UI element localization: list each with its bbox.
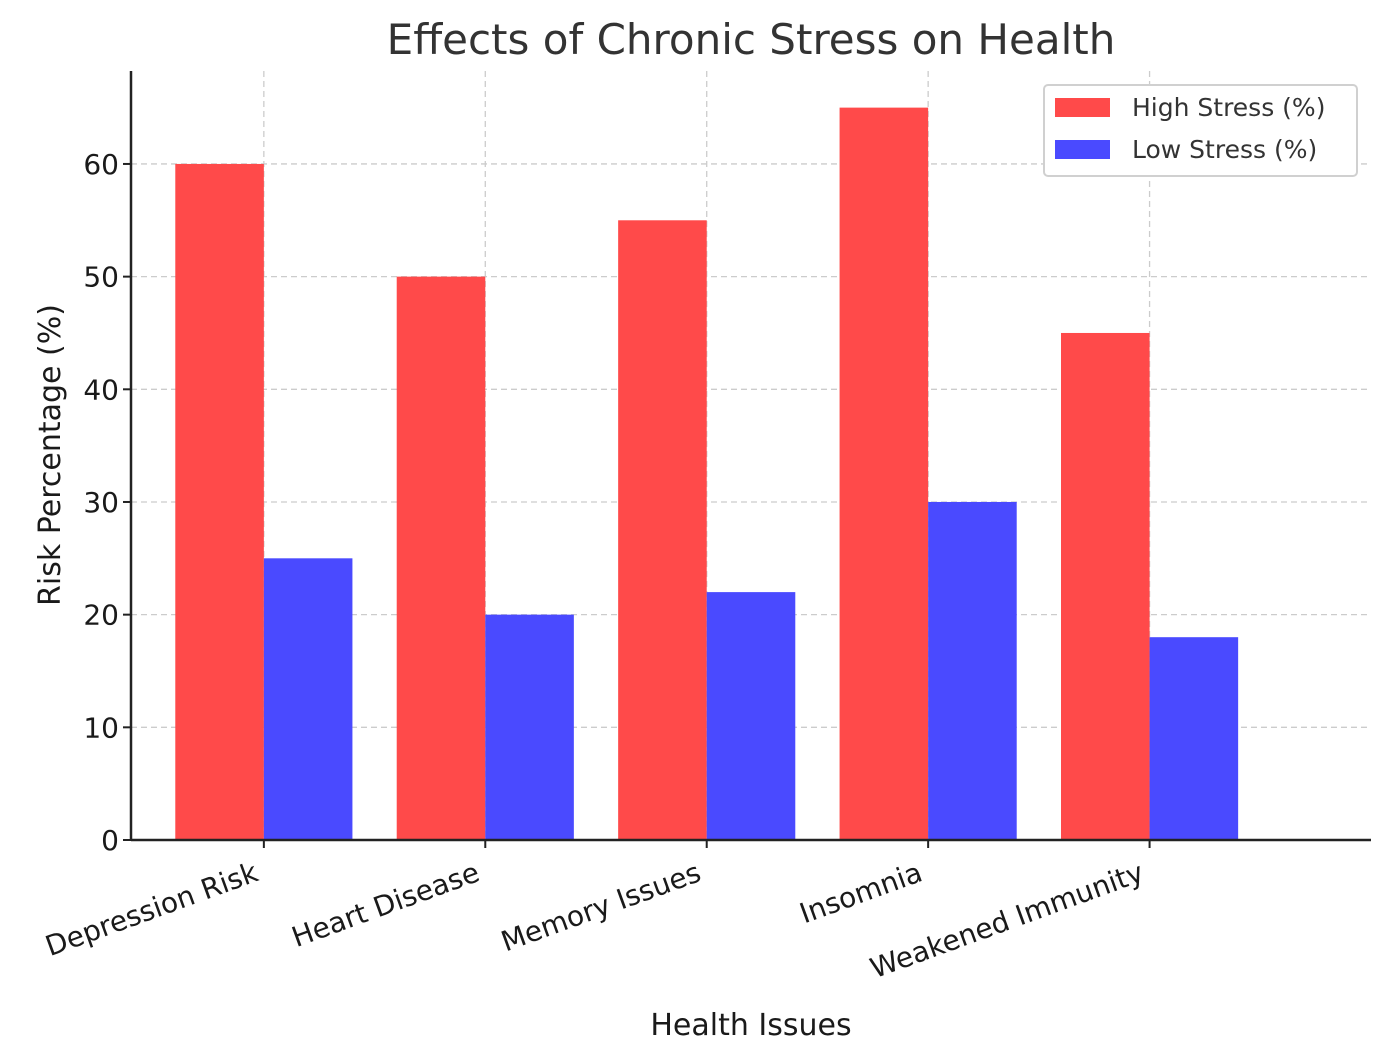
- bar-high-stress-memory-issues: [618, 220, 707, 841]
- y-tick-label: 50: [83, 261, 119, 294]
- bars: [175, 107, 1239, 841]
- x-tick-label: Heart Disease: [287, 856, 483, 954]
- y-tick-label: 30: [83, 486, 119, 519]
- y-tick-label: 10: [83, 711, 119, 744]
- bar-high-stress-insomnia: [839, 107, 929, 841]
- x-tick-label: Depression Risk: [41, 855, 263, 963]
- legend-swatch: [1055, 98, 1110, 117]
- x-tick-label: Insomnia: [795, 856, 926, 931]
- legend-frame: [1043, 84, 1358, 177]
- y-tick-label: 60: [83, 148, 119, 181]
- x-axis-ticks: Depression Risk Heart Disease Memory Issue…: [41, 840, 1151, 985]
- legend-label: High Stress (%): [1132, 93, 1325, 122]
- bar-low-stress-weakened-immunity: [1149, 637, 1239, 840]
- axes: [129, 71, 1371, 842]
- bar-high-stress-depression-risk: [175, 163, 264, 840]
- y-tick-label: 20: [83, 599, 119, 632]
- y-tick-label: 0: [101, 824, 119, 857]
- bar-low-stress-depression-risk: [263, 558, 353, 840]
- x-tick-label: Memory Issues: [497, 856, 705, 959]
- legend-swatch: [1055, 140, 1110, 159]
- bar-low-stress-heart-disease: [485, 614, 574, 840]
- bar-low-stress-insomnia: [928, 501, 1017, 840]
- y-axis-label: Risk Percentage (%): [33, 304, 68, 606]
- y-tick-label: 40: [83, 373, 119, 406]
- x-axis-label: Health Issues: [650, 1008, 851, 1043]
- bar-low-stress-memory-issues: [706, 592, 796, 840]
- bar-high-stress-weakened-immunity: [1061, 332, 1150, 840]
- bar-high-stress-heart-disease: [396, 276, 486, 841]
- legend: High Stress (%) Low Stress (%): [1043, 84, 1358, 177]
- chart-title: Effects of Chronic Stress on Health: [387, 15, 1116, 64]
- legend-label: Low Stress (%): [1132, 135, 1317, 164]
- y-axis-ticks: 0 10 20 30 40 50 60: [83, 148, 131, 857]
